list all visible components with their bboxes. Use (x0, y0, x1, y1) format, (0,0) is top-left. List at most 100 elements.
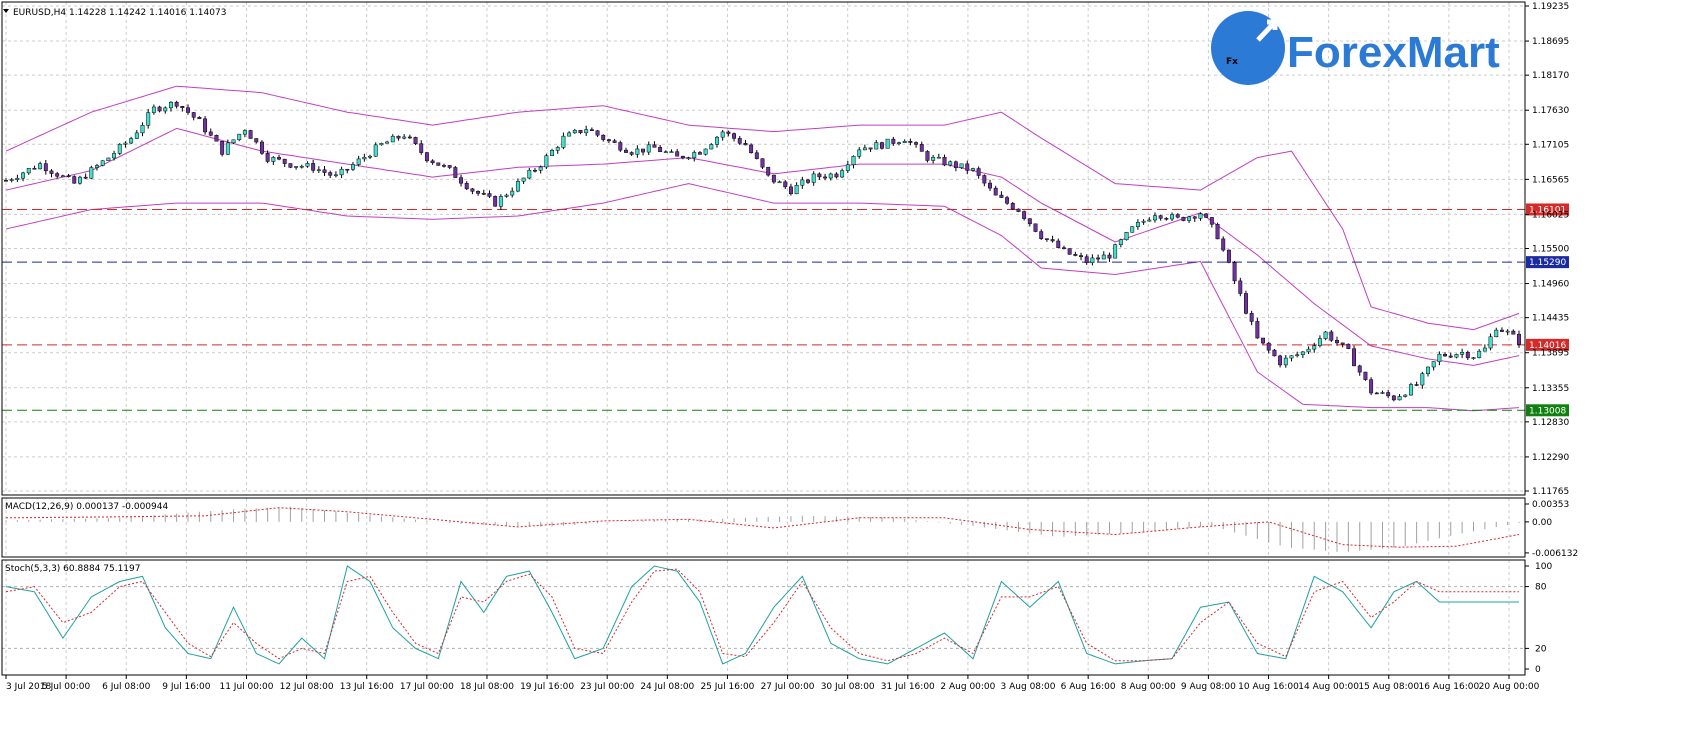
candle-body (1448, 355, 1453, 358)
candle (1454, 353, 1459, 359)
candle (959, 163, 964, 169)
candle (163, 106, 168, 114)
candle-body (481, 193, 486, 195)
candle (692, 150, 697, 162)
candle-body (83, 176, 88, 179)
candle (931, 154, 936, 164)
candle-body (277, 157, 281, 160)
candle-body (652, 144, 657, 148)
candle (908, 138, 913, 146)
candle (248, 129, 253, 139)
candle (1352, 345, 1357, 367)
candle-body (197, 117, 202, 120)
candle (1113, 243, 1118, 259)
candle (1130, 226, 1135, 233)
candle-body (294, 166, 299, 168)
candle (1437, 351, 1442, 366)
candle (151, 104, 156, 115)
candle (464, 181, 469, 190)
candle-body (953, 161, 958, 168)
x-tick-label: 18 Jul 08:00 (460, 682, 514, 692)
candle (1124, 231, 1129, 241)
level-tag (1526, 203, 1569, 216)
candle-body (555, 147, 560, 151)
candle (897, 141, 901, 146)
candle (868, 147, 873, 153)
candle (442, 163, 446, 168)
candle (288, 163, 293, 169)
candle-body (436, 162, 441, 166)
candle-body (828, 173, 833, 179)
candle-body (550, 150, 555, 156)
candle (453, 165, 458, 178)
candle-body (123, 142, 128, 145)
candle-body (345, 168, 350, 171)
candle-body (720, 131, 725, 138)
candle (771, 174, 776, 184)
candle-body (544, 155, 549, 168)
candle (732, 132, 737, 142)
stoch-main-line (5, 565, 1519, 665)
candle (624, 147, 628, 153)
candle (1369, 377, 1374, 396)
triangle-down-icon[interactable] (3, 9, 9, 13)
candle-body (168, 101, 173, 109)
x-tick-label: 31 Jul 16:00 (881, 682, 935, 692)
level-tag-label: 1.14016 (1529, 341, 1566, 351)
candle (783, 180, 788, 189)
candle-body (1221, 238, 1226, 251)
candle (134, 129, 139, 140)
candle-body (999, 194, 1004, 198)
candle (356, 155, 361, 167)
candle-body (663, 151, 668, 153)
candle (857, 147, 862, 159)
candle (55, 171, 60, 179)
candle (1505, 329, 1510, 336)
price-axis[interactable]: 1.19235 1.18695 1.18170 1.17630 1.17105 1.165… (1525, 2, 1578, 675)
horizontal-levels[interactable]: 1.16101 1.15290 1.14016 1.13008 (2, 203, 1569, 417)
candle (1306, 346, 1311, 354)
candle (368, 154, 372, 160)
candle (345, 168, 350, 174)
candle (225, 139, 230, 155)
candle-body (857, 149, 862, 157)
candle-body (1039, 231, 1044, 239)
candle-body (464, 182, 469, 190)
candle-body (322, 169, 327, 173)
candle (396, 135, 401, 141)
candle-body (646, 144, 651, 153)
candle (800, 176, 805, 189)
candle (1323, 330, 1328, 341)
y-tick-label: 1.13895 (1532, 349, 1569, 359)
candle (595, 130, 600, 138)
candle (174, 100, 179, 109)
y-tick-label: 1.12290 (1532, 453, 1569, 463)
candle (1426, 366, 1430, 377)
candle-body (771, 174, 776, 183)
candle-body (100, 160, 105, 166)
candle-body (635, 148, 640, 155)
candle (1096, 254, 1101, 262)
candle (652, 141, 657, 148)
candle (390, 134, 395, 143)
bollinger-bands (5, 85, 1520, 412)
candle-body (1278, 355, 1283, 366)
candle-body (1209, 217, 1214, 225)
candle (231, 139, 236, 144)
candle-body (561, 135, 566, 148)
candle-body (1295, 354, 1300, 357)
candle-body (1215, 224, 1220, 240)
candle-body (493, 196, 498, 207)
candle (760, 158, 765, 169)
candle-body (601, 134, 606, 140)
x-tick-label: 11 Jul 00:00 (219, 682, 273, 692)
candle (1477, 349, 1482, 359)
candle (470, 187, 475, 195)
candle-body (333, 174, 338, 177)
candle-body (180, 106, 185, 108)
candle-body (1050, 239, 1055, 242)
candle-body (106, 157, 111, 161)
candle-body (1079, 255, 1083, 258)
